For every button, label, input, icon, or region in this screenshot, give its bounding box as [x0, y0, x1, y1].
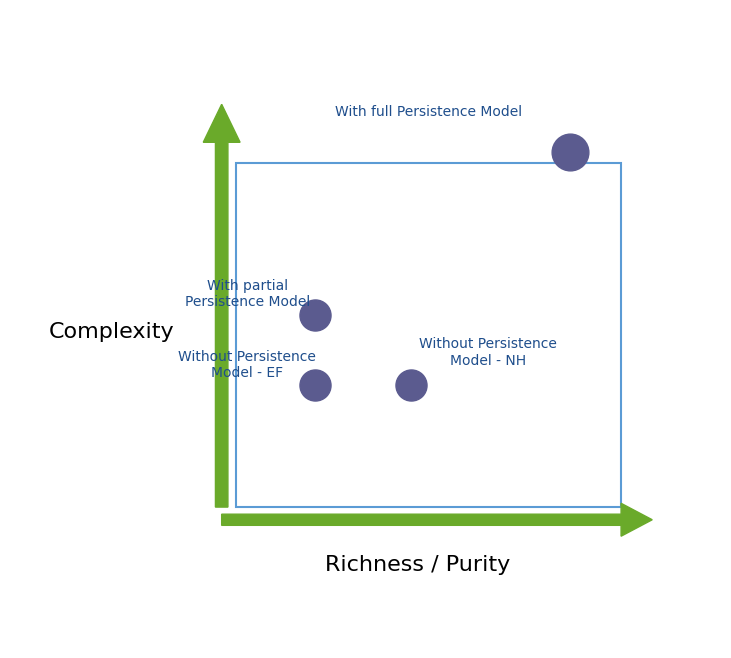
Text: Richness / Purity: Richness / Purity [325, 555, 510, 575]
FancyArrow shape [221, 503, 652, 536]
Point [309, 309, 321, 320]
Point [564, 147, 576, 158]
Text: Without Persistence
Model - NH: Without Persistence Model - NH [419, 338, 557, 368]
Point [309, 380, 321, 391]
Point [406, 380, 417, 391]
Text: Complexity: Complexity [48, 322, 174, 342]
Text: With full Persistence Model: With full Persistence Model [335, 105, 522, 119]
FancyArrow shape [203, 105, 240, 507]
Bar [236, 163, 621, 507]
Text: Without Persistence
Model - EF: Without Persistence Model - EF [178, 350, 316, 380]
Text: With partial
Persistence Model: With partial Persistence Model [184, 279, 310, 309]
